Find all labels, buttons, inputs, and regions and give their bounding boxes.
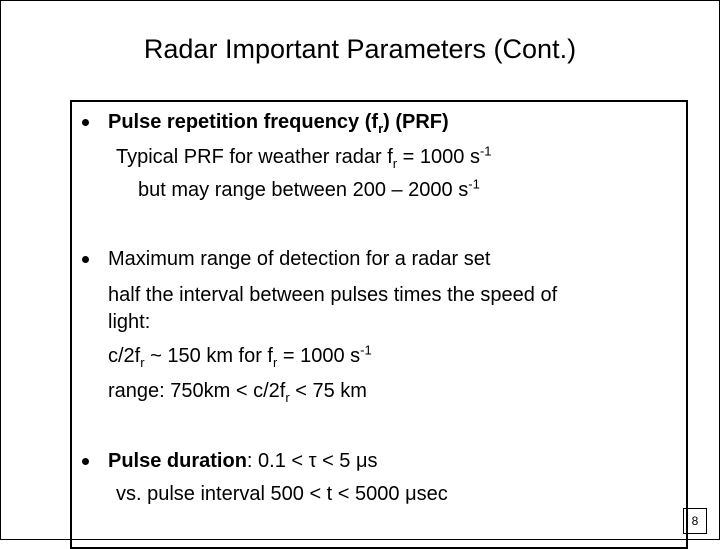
text-line: c/2fr ~ 150 km for fr = 1000 s-1 — [108, 342, 372, 370]
text-run: Maximum range of detection for a radar s… — [108, 248, 491, 270]
text-line: Maximum range of detection for a radar s… — [108, 247, 490, 271]
text-run: Typical PRF for weather radar f — [116, 146, 393, 168]
text-run: r — [392, 156, 398, 171]
text-line: light: — [108, 310, 150, 334]
text-run: but may range between 200 – 2000 s — [138, 179, 469, 201]
text-run: < 75 km — [289, 380, 367, 402]
text-line: but may range between 200 – 2000 s-1 — [138, 176, 480, 202]
text-run: -1 — [360, 342, 372, 358]
text-run: range: 750km < c/2f — [108, 380, 286, 402]
text-line: Typical PRF for weather radar fr = 1000 … — [116, 143, 492, 171]
text-run: = 1000 s — [397, 146, 480, 168]
slide-title: Radar Important Parameters (Cont.) — [143, 34, 577, 64]
text-run: Pulse duration — [108, 450, 247, 472]
text-run: r — [272, 355, 278, 370]
bullet-dot — [82, 256, 89, 263]
page-number: 8 — [683, 508, 707, 534]
text-run: r — [285, 390, 290, 405]
text-line: half the interval between pulses times t… — [108, 283, 557, 307]
text-run: half the interval between pulses times t… — [108, 284, 558, 306]
bullet-dot — [82, 458, 89, 465]
text-run: Pulse repetition frequency (f — [108, 111, 379, 133]
text-run: ~ 150 km for f — [144, 345, 273, 367]
text-run: ) (PRF) — [383, 111, 449, 133]
text-line: range: 750km < c/2fr < 75 km — [108, 379, 367, 405]
text-run: = 1000 s — [277, 345, 361, 367]
text-run: r — [378, 121, 384, 136]
text-run: light: — [108, 311, 151, 333]
text-line: vs. pulse interval 500 < t < 5000 μsec — [116, 482, 448, 506]
text-run: : 0.1 < τ < 5 μs — [246, 450, 378, 472]
text-run: -1 — [479, 143, 492, 159]
text-run: c/2f — [108, 345, 141, 367]
text-run: -1 — [468, 176, 480, 192]
bullet-dot — [82, 119, 89, 126]
text-line: Pulse duration: 0.1 < τ < 5 μs — [108, 449, 378, 473]
text-run: vs. pulse interval 500 < t < 5000 μsec — [116, 483, 448, 505]
text-run: r — [140, 355, 145, 370]
text-line: Pulse repetition frequency (fr) (PRF) — [108, 110, 449, 136]
